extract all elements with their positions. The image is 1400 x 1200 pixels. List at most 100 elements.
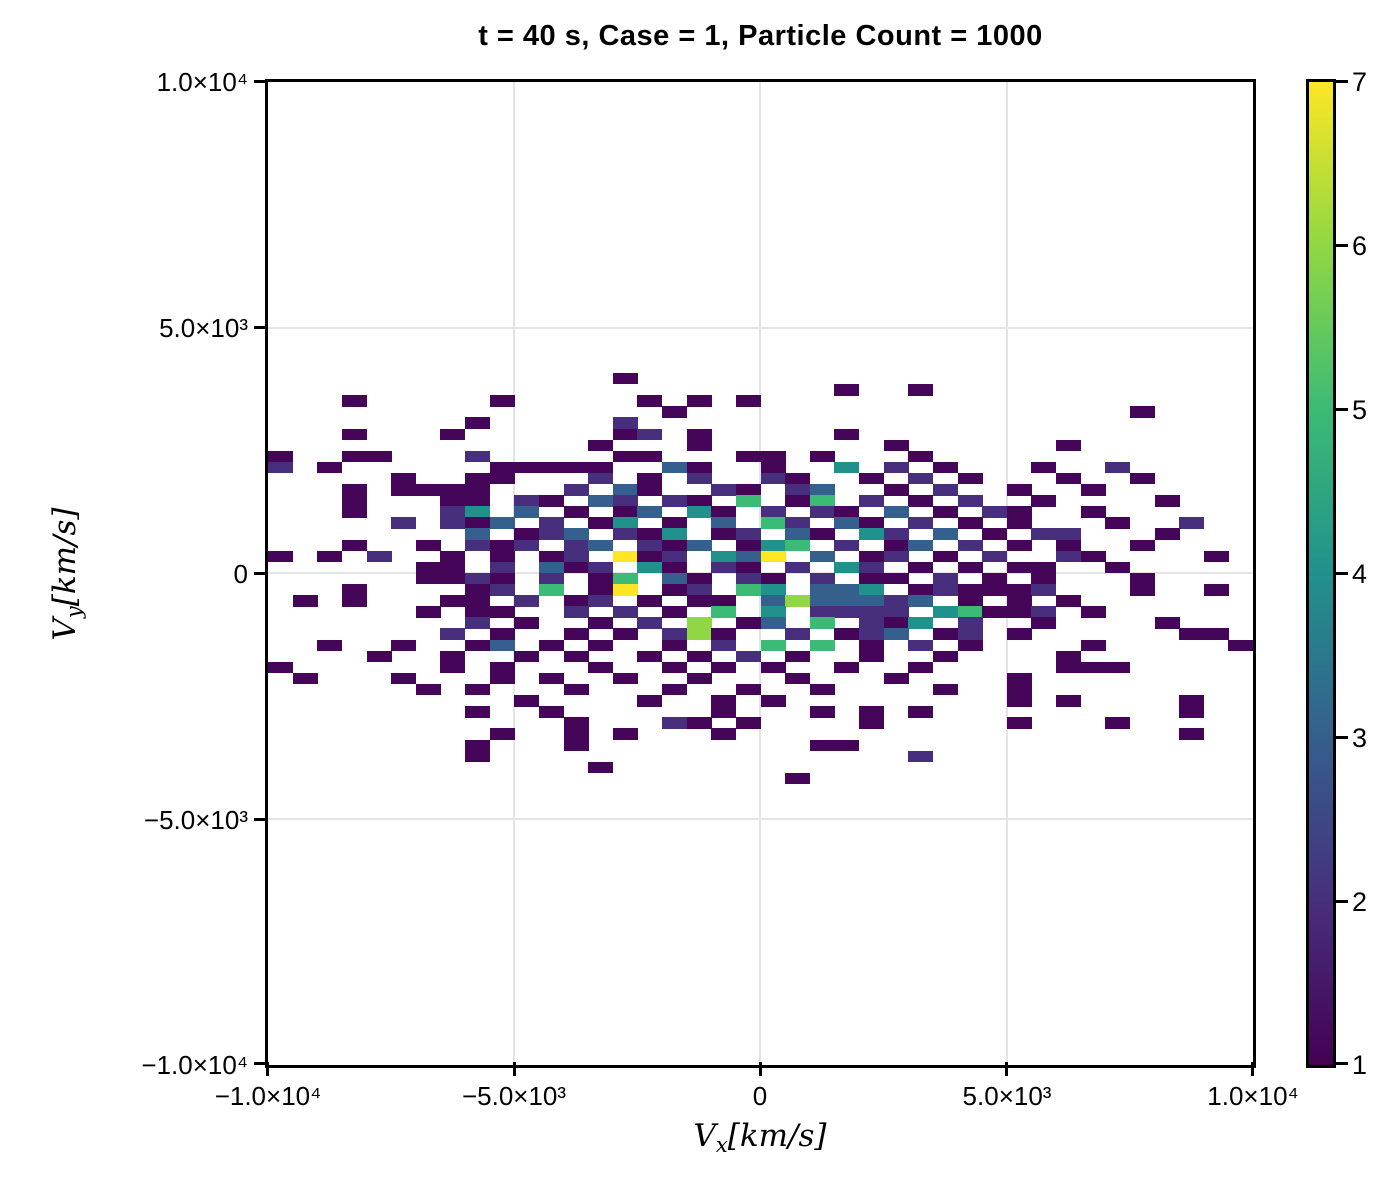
heatmap-bin: [711, 661, 737, 674]
heatmap-bin: [465, 683, 491, 696]
x-tickmark: [1251, 1062, 1254, 1076]
heatmap-bin: [982, 550, 1008, 563]
heatmap-bin: [834, 428, 860, 440]
x-axis-label-symbol: V: [693, 1118, 716, 1154]
heatmap-bin: [440, 495, 466, 507]
plot-area: [265, 79, 1256, 1068]
heatmap-bin: [612, 484, 638, 496]
heatmap-bin: [662, 628, 688, 640]
heatmap-bin: [809, 495, 835, 507]
heatmap-bin: [489, 606, 515, 618]
heatmap-bin: [711, 517, 737, 529]
heatmap-bin: [1129, 572, 1155, 585]
heatmap-bin: [637, 595, 663, 607]
heatmap-bin: [957, 517, 983, 529]
heatmap-bin: [588, 517, 614, 529]
heatmap-bin: [711, 695, 737, 707]
heatmap-bin: [1031, 461, 1057, 474]
heatmap-bin: [1031, 561, 1057, 574]
heatmap-bin: [489, 550, 515, 563]
heatmap-bin: [834, 661, 860, 674]
heatmap-bin: [1129, 584, 1155, 596]
heatmap-bin: [735, 717, 761, 729]
heatmap-bin: [489, 661, 515, 674]
heatmap-bin: [637, 428, 663, 440]
heatmap-bin: [711, 628, 737, 640]
heatmap-bin: [538, 639, 564, 652]
heatmap-bin: [612, 417, 638, 429]
x-tick-label: −1.0×10⁴: [214, 1081, 322, 1111]
y-axis-label-units: [km/s]: [47, 507, 83, 607]
heatmap-bin: [834, 384, 860, 396]
heatmap-bin: [735, 550, 761, 563]
heatmap-bin: [563, 550, 589, 563]
heatmap-bin: [809, 595, 835, 607]
heatmap-bin: [1179, 628, 1205, 640]
heatmap-bin: [1031, 584, 1057, 596]
heatmap-bin: [859, 572, 885, 585]
heatmap-bin: [465, 450, 491, 463]
heatmap-bin: [785, 672, 811, 685]
heatmap-bin: [932, 550, 958, 563]
heatmap-bin: [341, 428, 367, 440]
heatmap-bin: [465, 584, 491, 596]
heatmap-bin: [268, 550, 294, 563]
heatmap-bin: [612, 728, 638, 740]
heatmap-bin: [1105, 461, 1131, 474]
colorbar-tick-label: 7: [1352, 67, 1368, 97]
heatmap-bin: [588, 761, 614, 774]
heatmap-bin: [341, 395, 367, 407]
heatmap-bin: [932, 506, 958, 518]
heatmap-bin: [514, 539, 540, 552]
heatmap-bin: [465, 517, 491, 529]
heatmap-bin: [1056, 439, 1082, 452]
heatmap-bin: [859, 706, 885, 718]
heatmap-bin: [809, 639, 835, 652]
heatmap-bin: [686, 617, 712, 629]
heatmap-bin: [662, 639, 688, 652]
heatmap-bin: [341, 506, 367, 518]
heatmap-bin: [612, 450, 638, 463]
x-tick-label: 1.0×10⁴: [1207, 1081, 1299, 1111]
colorbar-tick-label: 1: [1352, 1050, 1368, 1080]
heatmap-bin: [1031, 572, 1057, 585]
x-tick-label: −5.0×10³: [461, 1081, 567, 1111]
heatmap-bin: [834, 506, 860, 518]
heatmap-bin: [686, 395, 712, 407]
y-axis-label: Vy[km/s]: [47, 374, 89, 774]
y-tickmark: [254, 80, 268, 83]
heatmap-bin: [785, 561, 811, 574]
heatmap-bin: [883, 506, 909, 518]
heatmap-bin: [735, 683, 761, 696]
heatmap-bin: [662, 461, 688, 474]
heatmap-bin: [1105, 661, 1131, 674]
heatmap-bin: [563, 606, 589, 618]
heatmap-bin: [612, 428, 638, 440]
heatmap-bin: [760, 550, 786, 563]
heatmap-bin: [957, 639, 983, 652]
heatmap-bin: [465, 706, 491, 718]
heatmap-bin: [1006, 717, 1032, 729]
heatmap-bin: [637, 484, 663, 496]
colorbar-tickmark: [1336, 1062, 1348, 1065]
heatmap-bin: [489, 728, 515, 740]
heatmap-bin: [859, 528, 885, 540]
heatmap-bin: [809, 506, 835, 518]
heatmap-bin: [415, 572, 441, 585]
heatmap-bin: [908, 472, 934, 485]
heatmap-bin: [415, 539, 441, 552]
heatmap-bin: [809, 484, 835, 496]
heatmap-bin: [711, 606, 737, 618]
heatmap-bin: [809, 706, 835, 718]
heatmap-bin: [711, 550, 737, 563]
heatmap-bin: [1006, 672, 1032, 685]
heatmap-bin: [465, 595, 491, 607]
heatmap-bin: [465, 750, 491, 763]
heatmap-bin: [341, 450, 367, 463]
heatmap-bin: [859, 550, 885, 563]
heatmap-bin: [637, 528, 663, 540]
heatmap-bin: [957, 584, 983, 596]
heatmap-bin: [883, 617, 909, 629]
heatmap-bin: [809, 584, 835, 596]
heatmap-bin: [1228, 639, 1253, 652]
